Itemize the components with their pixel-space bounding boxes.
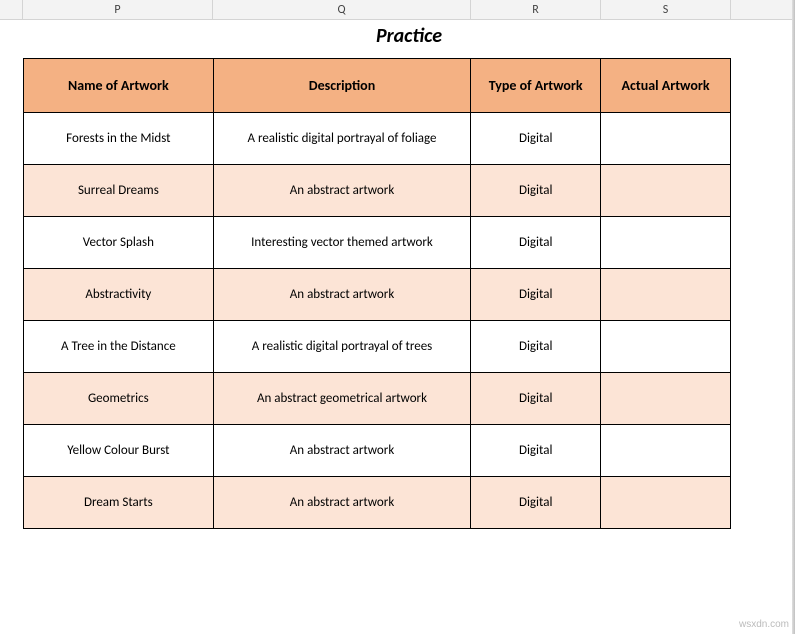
cell-type[interactable]: Digital (471, 165, 601, 217)
cell-description[interactable]: A realistic digital portrayal of foliage (213, 113, 471, 165)
table-row: Forests in the MidstA realistic digital … (24, 113, 731, 165)
cell-description[interactable]: An abstract geometrical artwork (213, 373, 471, 425)
col-header-blank[interactable] (0, 0, 23, 19)
cell-description[interactable]: An abstract artwork (213, 477, 471, 529)
cell-actual[interactable] (601, 373, 731, 425)
cell-type[interactable]: Digital (471, 321, 601, 373)
watermark: wsxdn.com (739, 619, 789, 630)
header-actual[interactable]: Actual Artwork (601, 59, 731, 113)
cell-actual[interactable] (601, 425, 731, 477)
artwork-table: Name of Artwork Description Type of Artw… (23, 58, 731, 529)
spreadsheet-area: Practice Name of Artwork Description Typ… (0, 20, 795, 529)
col-header-q[interactable]: Q (213, 0, 471, 19)
left-margin (0, 58, 23, 529)
cell-description[interactable]: A realistic digital portrayal of trees (213, 321, 471, 373)
cell-type[interactable]: Digital (471, 477, 601, 529)
col-header-s[interactable]: S (601, 0, 731, 19)
cell-type[interactable]: Digital (471, 217, 601, 269)
cell-type[interactable]: Digital (471, 373, 601, 425)
table-row: Vector SplashInteresting vector themed a… (24, 217, 731, 269)
left-margin (0, 20, 23, 58)
table-header-row: Name of Artwork Description Type of Artw… (24, 59, 731, 113)
header-type[interactable]: Type of Artwork (471, 59, 601, 113)
col-header-rest[interactable] (731, 0, 795, 19)
cell-description[interactable]: An abstract artwork (213, 269, 471, 321)
cell-name[interactable]: Dream Starts (24, 477, 214, 529)
cell-name[interactable]: Geometrics (24, 373, 214, 425)
cell-actual[interactable] (601, 321, 731, 373)
cell-actual[interactable] (601, 269, 731, 321)
col-header-r[interactable]: R (471, 0, 601, 19)
cell-name[interactable]: Surreal Dreams (24, 165, 214, 217)
cell-name[interactable]: Forests in the Midst (24, 113, 214, 165)
cell-actual[interactable] (601, 217, 731, 269)
cell-description[interactable]: An abstract artwork (213, 165, 471, 217)
cell-actual[interactable] (601, 477, 731, 529)
cell-description[interactable]: An abstract artwork (213, 425, 471, 477)
page-title[interactable]: Practice (23, 20, 795, 58)
table-row: Dream StartsAn abstract artworkDigital (24, 477, 731, 529)
table-row: Yellow Colour BurstAn abstract artworkDi… (24, 425, 731, 477)
cell-actual[interactable] (601, 113, 731, 165)
cell-description[interactable]: Interesting vector themed artwork (213, 217, 471, 269)
cell-type[interactable]: Digital (471, 113, 601, 165)
cell-type[interactable]: Digital (471, 269, 601, 321)
table-row: Surreal DreamsAn abstract artworkDigital (24, 165, 731, 217)
cell-name[interactable]: Vector Splash (24, 217, 214, 269)
cell-name[interactable]: Abstractivity (24, 269, 214, 321)
header-description[interactable]: Description (213, 59, 471, 113)
table-row: GeometricsAn abstract geometrical artwor… (24, 373, 731, 425)
header-name[interactable]: Name of Artwork (24, 59, 214, 113)
column-headers-row: P Q R S (0, 0, 795, 20)
cell-name[interactable]: A Tree in the Distance (24, 321, 214, 373)
table-row: A Tree in the DistanceA realistic digita… (24, 321, 731, 373)
col-header-p[interactable]: P (23, 0, 213, 19)
cell-type[interactable]: Digital (471, 425, 601, 477)
cell-actual[interactable] (601, 165, 731, 217)
cell-name[interactable]: Yellow Colour Burst (24, 425, 214, 477)
table-row: AbstractivityAn abstract artworkDigital (24, 269, 731, 321)
